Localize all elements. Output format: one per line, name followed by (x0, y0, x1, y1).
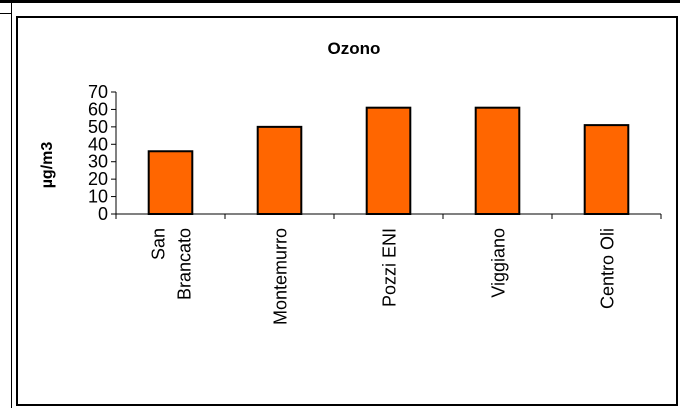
y-tick-label: 40 (88, 134, 108, 154)
y-axis-label: µg/m3 (39, 142, 56, 189)
chart-frame: Ozono µg/m3 0 10 20 30 40 50 60 70 San Brancato M… (16, 16, 678, 406)
bar (147, 150, 194, 215)
x-category-label: Montemurro (271, 228, 291, 325)
x-category-label: Brancato (175, 228, 195, 300)
chart-title: Ozono (328, 39, 381, 58)
y-tick-label: 50 (88, 117, 108, 137)
bar (365, 106, 412, 215)
bars (147, 106, 630, 215)
y-tick-label: 60 (88, 99, 108, 119)
x-axis-categories: San Brancato Montemurro Pozzi ENI Viggiano Ce… (149, 228, 618, 325)
window-top-edge (0, 0, 680, 3)
bar (256, 125, 303, 215)
bar (583, 124, 630, 215)
bar (474, 106, 521, 215)
y-tick-label: 30 (88, 152, 108, 172)
window-left-strip (0, 0, 12, 408)
y-tick-label: 20 (88, 169, 108, 189)
y-tick-label: 10 (88, 187, 108, 207)
x-category-label: San (149, 228, 169, 260)
window-corner-notch (0, 0, 11, 14)
x-category-label: Pozzi ENI (380, 228, 400, 307)
y-tick-label: 0 (98, 204, 108, 224)
y-tick-label: 70 (88, 82, 108, 102)
x-category-label: Centro Oli (598, 228, 618, 309)
x-category-label: Viggiano (489, 228, 509, 298)
axes (115, 92, 662, 219)
